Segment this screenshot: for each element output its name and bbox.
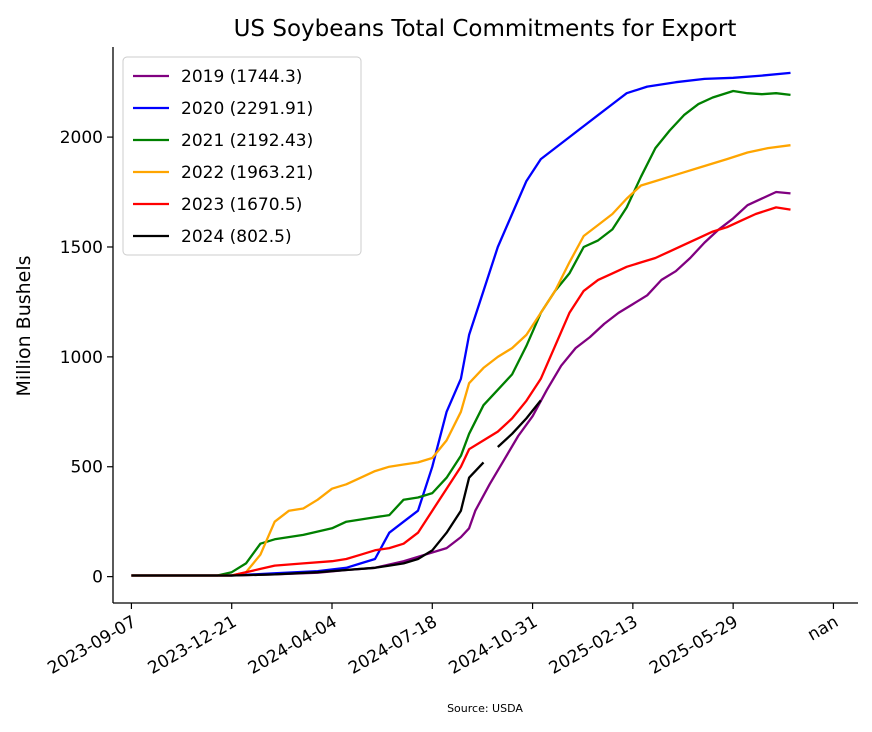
x-tick-label: nan — [804, 612, 842, 645]
chart-title: US Soybeans Total Commitments for Export — [234, 16, 737, 42]
legend: 2019 (1744.3) 2020 (2291.91) 2021 (2192.43… — [122, 56, 362, 256]
x-tick-label: 2025-05-29 — [646, 612, 742, 679]
legend-entry: 2019 (1744.3) — [181, 67, 302, 87]
series-line-2 — [131, 89, 791, 577]
x-tick-label: 2024-07-18 — [345, 612, 441, 679]
x-tick-label: 2023-09-07 — [44, 612, 140, 679]
y-tick-label: 0 — [92, 568, 103, 588]
legend-entry: 2024 (802.5) — [181, 227, 292, 247]
source-note: Source: USDA — [447, 702, 523, 715]
legend-entry: 2023 (1670.5) — [181, 195, 302, 215]
legend-entry: 2022 (1963.21) — [181, 163, 313, 183]
legend-entry: 2020 (2291.91) — [181, 99, 313, 119]
y-tick-label: 2000 — [60, 128, 103, 148]
x-tick-label: 2024-10-31 — [446, 612, 542, 679]
x-tick-label: 2023-12-21 — [145, 612, 241, 679]
series-line-5-segment-2 — [497, 399, 542, 448]
plot-area — [131, 71, 791, 577]
series-line-3 — [131, 144, 791, 577]
series-line-1 — [131, 71, 791, 577]
series-line-4 — [131, 206, 791, 577]
x-tick-label: 2025-02-13 — [546, 612, 642, 679]
legend-entry: 2021 (2192.43) — [181, 131, 313, 151]
series-line-5 — [131, 461, 485, 577]
y-tick-label: 500 — [71, 458, 103, 478]
legend-frame — [122, 56, 362, 256]
y-tick-label: 1500 — [60, 238, 103, 258]
y-axis-label: Million Bushels — [13, 255, 35, 396]
x-tick-label: 2024-04-04 — [245, 612, 341, 679]
y-tick-label: 1000 — [60, 348, 103, 368]
